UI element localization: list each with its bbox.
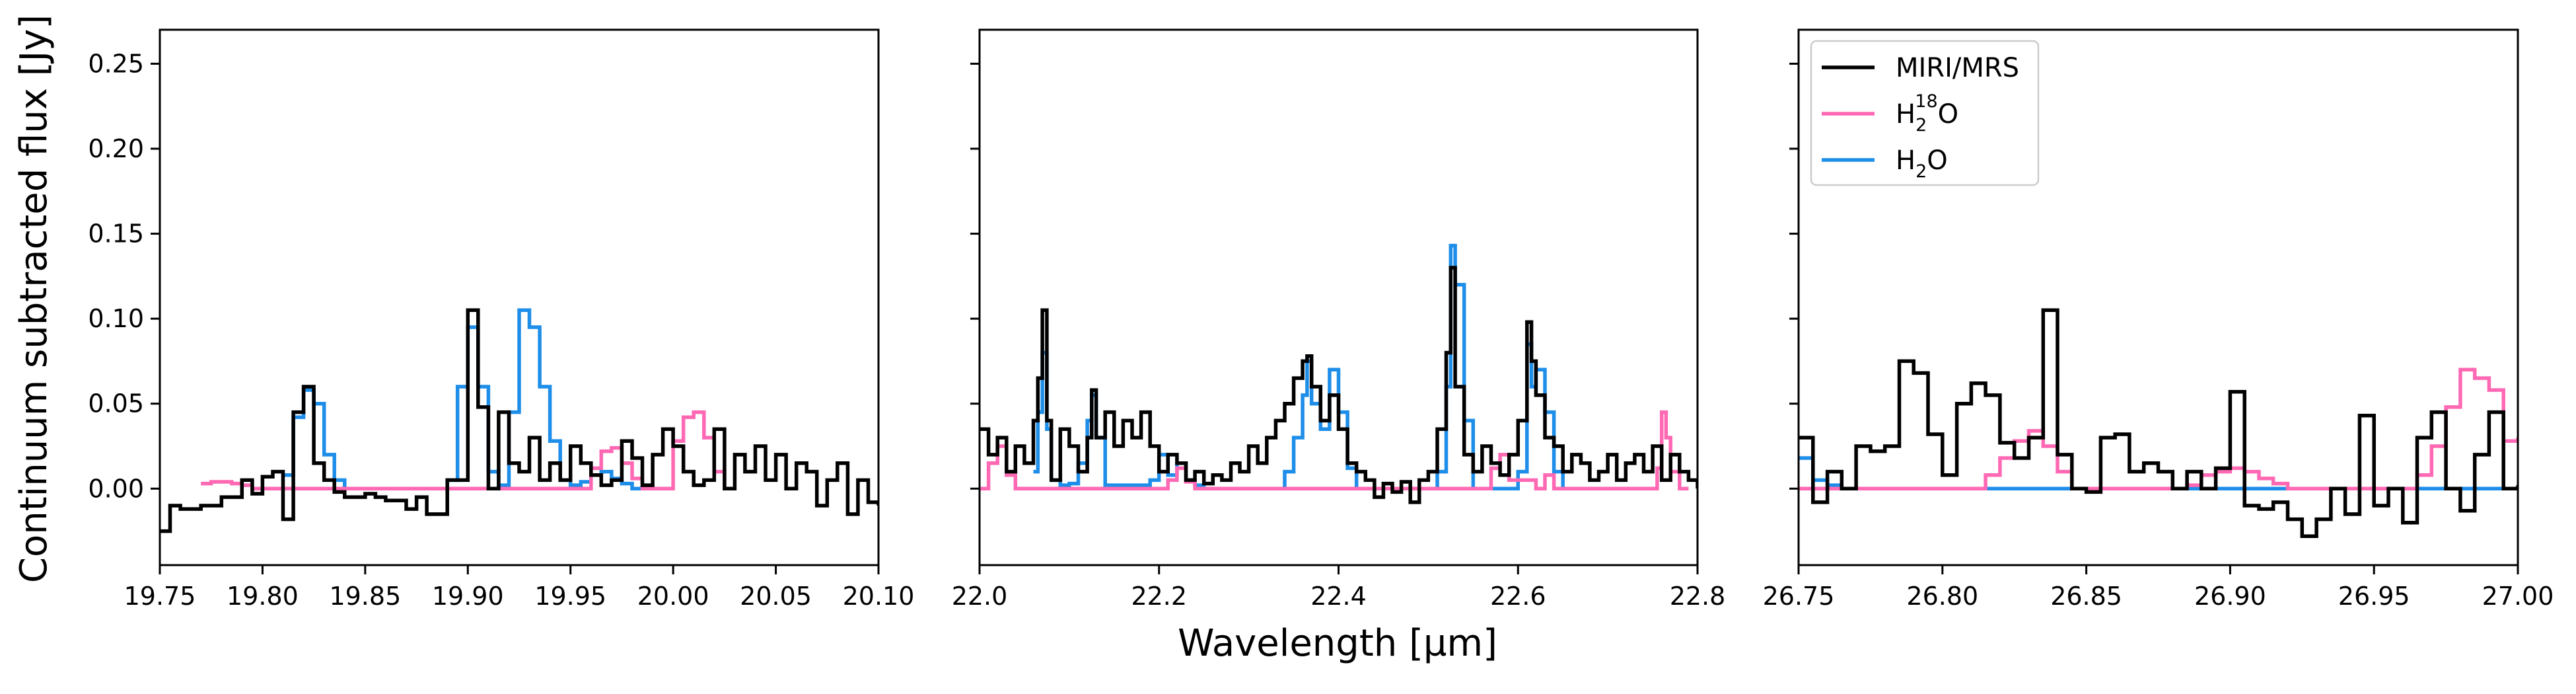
series-miri-line (1799, 308, 2518, 539)
legend-label-miri: MIRI/MRS (1896, 53, 2019, 83)
x-tick-label: 26.85 (2050, 582, 2122, 611)
x-tick-label: 22.2 (1131, 582, 1187, 611)
legend-entry-h218o: H218O (1822, 91, 1958, 135)
x-tick-label: 19.90 (432, 582, 504, 611)
y-axis-label: Continuum subtracted flux [Jy] (13, 15, 55, 583)
plot-frame (159, 28, 880, 566)
y-tick-label: 0.15 (88, 219, 144, 249)
x-tick-label: 26.75 (1763, 582, 1835, 611)
y-tick-label: 0.25 (88, 49, 144, 78)
panel-middle: 22.0 22.2 22.4 22.6 22.8 (952, 28, 1726, 611)
panel-left: 19.75 19.80 19.85 19.90 19.95 20.00 20.05 20.10… (88, 28, 915, 611)
x-tick-label: 19.75 (124, 582, 196, 611)
x-tick-label: 22.8 (1670, 582, 1726, 611)
x-tick-label: 22.0 (952, 582, 1008, 611)
legend-frame (1810, 40, 2040, 186)
panel-right: 26.75 26.80 26.85 26.90 26.95 27.00 (1763, 28, 2554, 611)
x-tick-label: 27.00 (2482, 582, 2554, 611)
legend-label-h218o: H218O (1896, 91, 1958, 135)
x-tick-label: 20.00 (637, 582, 709, 611)
series-miri-line (980, 266, 1698, 504)
legend: MIRI/MRS H218O H2O (1810, 40, 2040, 186)
x-tick-label: 19.85 (329, 582, 401, 611)
legend-label-h2o: H2O (1896, 145, 1948, 182)
y-tick-label: 0.20 (88, 134, 144, 163)
y-tick-label: 0.05 (88, 389, 144, 418)
legend-entry-h2o: H2O (1822, 145, 1948, 182)
x-tick-label: 26.90 (2194, 582, 2266, 611)
x-tick-label: 20.10 (843, 582, 915, 611)
x-tick-label: 26.80 (1906, 582, 1978, 611)
series-miri-line (160, 308, 878, 533)
x-tick-label: 26.95 (2338, 582, 2410, 611)
y-tick-label: 0.10 (88, 304, 144, 333)
x-tick-label: 19.95 (534, 582, 606, 611)
x-axis-label: Wavelength [µm] (1178, 622, 1497, 665)
x-tick-label: 19.80 (227, 582, 299, 611)
x-tick-label: 20.05 (740, 582, 812, 611)
legend-entry-miri: MIRI/MRS (1822, 53, 2019, 83)
plot-frame (978, 28, 1699, 566)
y-tick-label: 0.00 (88, 474, 144, 503)
x-tick-label: 22.6 (1490, 582, 1546, 611)
x-tick-label: 22.4 (1310, 582, 1367, 611)
plot-frame (1797, 28, 2519, 566)
